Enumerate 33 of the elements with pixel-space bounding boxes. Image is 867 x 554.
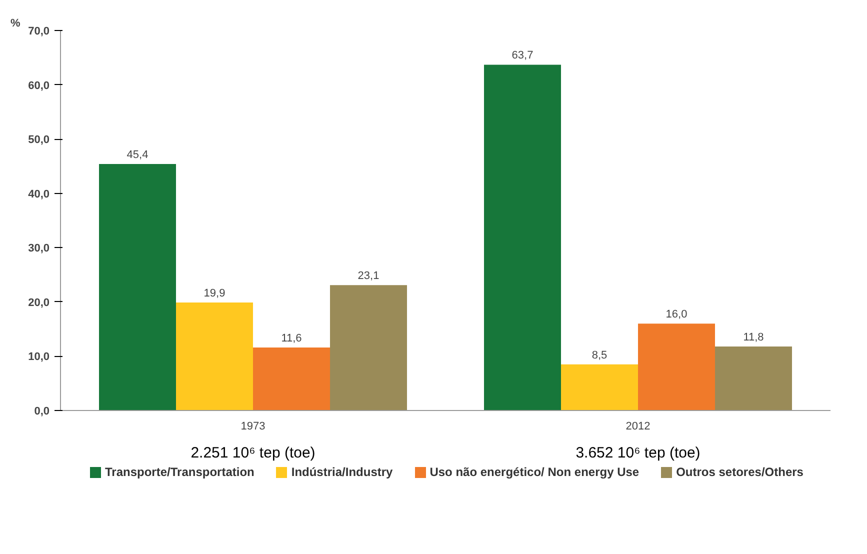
legend-label: Uso não energético/ Non energy Use: [430, 464, 640, 481]
data-label: 8,5: [592, 349, 608, 362]
y-tick-label: 40,0: [28, 188, 50, 200]
x-tick-label: 1973: [240, 420, 266, 432]
text: 3.652 10⁶ tep (toe): [576, 444, 700, 462]
legend-label: Transporte/Transportation: [105, 464, 254, 481]
data-label: 45,4: [126, 149, 148, 162]
y-tick-label: 30,0: [28, 242, 50, 255]
data-label: 11,6: [281, 332, 302, 345]
y-axis-title: %: [10, 18, 20, 30]
bar: [638, 324, 715, 410]
data-label: 19,9: [204, 287, 226, 300]
bar: [561, 364, 638, 410]
y-tick-label: 60,0: [28, 80, 50, 92]
bar: [99, 164, 176, 410]
legend-label: Outros setores/Others: [676, 464, 804, 481]
text: 2.251 10⁶ tep (toe): [190, 444, 316, 462]
bar: [330, 285, 407, 410]
data-label: 23,1: [358, 270, 380, 282]
bar: [176, 302, 253, 410]
bar: [253, 348, 330, 410]
legend-label: Indústria/Industry: [291, 464, 393, 481]
bar: [715, 346, 792, 410]
y-tick-label: 20,0: [28, 296, 50, 309]
bar: [484, 64, 561, 410]
y-tick-label: 10,0: [28, 351, 50, 364]
y-tick-label: 50,0: [28, 134, 50, 146]
y-tick-label: 0,0: [34, 406, 50, 418]
x-tick-label: 2012: [626, 420, 650, 432]
data-label: 63,7: [512, 50, 534, 62]
data-label: 11,8: [743, 331, 764, 344]
y-tick-label: 70,0: [28, 26, 50, 38]
data-label: 16,0: [666, 308, 688, 321]
